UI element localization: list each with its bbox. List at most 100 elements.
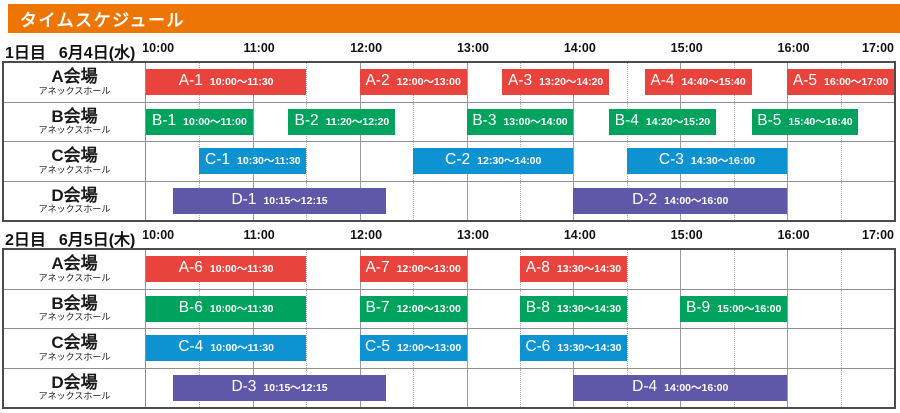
day-header: 1日目 6月4日(水) 10:00 11:00 12:00 13:00 14:00 15:00… <box>0 38 900 62</box>
venue-name: B会場 <box>51 293 98 313</box>
hour-gridline <box>466 329 468 368</box>
time-tick-label: 17:00 <box>862 41 894 55</box>
venue-subtitle: アネックスホール <box>38 351 111 362</box>
venue-name: A会場 <box>51 67 98 87</box>
time-tick-label: 12:00 <box>350 41 383 55</box>
session-block: B-8 13:30～14:30 <box>520 295 627 322</box>
session-block: D-4 14:00～16:00 <box>573 374 788 401</box>
venue-cell: B会場 アネックスホール <box>4 102 146 141</box>
session-block: A-7 12:00～13:00 <box>359 256 467 282</box>
venue-name: D会場 <box>51 372 98 392</box>
session-block: D-3 10:15～12:15 <box>172 374 387 401</box>
session-time: 15:40～16:40 <box>788 115 853 128</box>
session-block: B-9 15:00～16:00 <box>680 295 788 322</box>
session-code: A-2 <box>365 72 390 89</box>
session-code: B-6 <box>178 298 203 316</box>
session-block: B-1 10:00～11:00 <box>146 108 253 135</box>
half-hour-gridline <box>840 142 842 181</box>
hour-gridline <box>787 368 789 407</box>
session-code: C-4 <box>178 338 204 355</box>
session-code: B-1 <box>152 111 177 129</box>
half-hour-gridline <box>733 102 735 141</box>
venue-name: C会場 <box>51 333 98 353</box>
hour-gridline <box>466 250 468 289</box>
venue-cell: A会場 アネックスホール <box>4 63 146 102</box>
session-time: 13:30～14:30 <box>556 263 622 275</box>
half-hour-gridline <box>840 289 842 328</box>
timeline-lane: C-1 10:30～11:30 C-2 12:30～14:00 C-3 14:30～16:… <box>146 142 894 181</box>
timeline-lane: B-1 10:00～11:00 B-2 11:20～12:20 B-3 13:00～14:… <box>146 102 894 141</box>
session-code: C-6 <box>525 338 551 355</box>
session-code: C-5 <box>365 338 390 355</box>
venue-name: A会場 <box>51 254 98 274</box>
session-time: 12:00～13:00 <box>396 76 461 88</box>
time-tick-label: 16:00 <box>777 228 810 242</box>
time-axis: 10:00 11:00 12:00 13:00 14:00 15:00 16:00 17:00 <box>142 228 894 246</box>
venue-subtitle: アネックスホール <box>38 312 111 323</box>
venue-subtitle: アネックスホール <box>38 204 111 215</box>
hour-gridline <box>787 250 789 289</box>
hour-gridline <box>787 181 789 220</box>
banner: タイムスケジュール <box>8 4 900 33</box>
venue-subtitle: アネックスホール <box>38 164 111 175</box>
session-block: C-4 10:00～11:30 <box>146 335 307 361</box>
session-block: A-6 10:00～11:30 <box>146 256 307 282</box>
session-time: 14:40～15:40 <box>681 76 746 88</box>
venue-cell: C会場 アネックスホール <box>4 329 146 368</box>
half-hour-gridline <box>626 289 628 328</box>
session-time: 12:30～14:00 <box>477 155 542 167</box>
session-time: 14:30～16:00 <box>690 155 756 167</box>
session-time: 15:00～16:00 <box>717 302 782 315</box>
session-block: A-2 12:00～13:00 <box>359 69 467 95</box>
session-block: B-6 10:00～11:30 <box>146 295 307 322</box>
venue-row: D会場 アネックスホール D-1 10:15～12:15 D-2 14:00～16:00 <box>4 180 894 220</box>
venue-name: B会場 <box>51 106 98 126</box>
session-time: 16:00～17:00 <box>824 76 889 88</box>
venue-subtitle: アネックスホール <box>38 85 111 96</box>
half-hour-gridline <box>840 368 842 407</box>
session-time: 10:15～12:15 <box>263 194 328 207</box>
time-tick-label: 14:00 <box>563 228 596 242</box>
session-time: 10:15～12:15 <box>263 381 328 394</box>
session-time: 13:20～14:20 <box>539 76 604 88</box>
session-code: B-7 <box>365 298 390 316</box>
hour-gridline <box>466 368 468 407</box>
day-label: 1日目 <box>5 45 46 62</box>
session-time: 12:00～13:00 <box>397 342 462 354</box>
session-block: C-2 12:30～14:00 <box>413 148 574 174</box>
half-hour-gridline <box>306 250 308 289</box>
session-block: B-7 12:00～13:00 <box>359 295 467 322</box>
hour-gridline <box>252 102 254 141</box>
venue-cell: D会場 アネックスホール <box>4 368 146 407</box>
session-time: 12:00～13:00 <box>396 263 461 275</box>
venue-name: D会場 <box>51 185 98 205</box>
session-block: A-1 10:00～11:30 <box>146 69 307 95</box>
session-time: 10:00～11:30 <box>209 76 274 88</box>
session-code: D-2 <box>632 190 658 208</box>
session-code: A-1 <box>178 72 203 89</box>
day-header: 2日目 6月5日(木) 10:00 11:00 12:00 13:00 14:00 15:00… <box>0 225 900 249</box>
half-hour-gridline <box>626 250 628 289</box>
half-hour-gridline <box>520 181 521 220</box>
half-hour-gridline <box>840 329 842 368</box>
time-axis: 10:00 11:00 12:00 13:00 14:00 15:00 16:00 17:00 <box>142 41 894 59</box>
date-label: 6月5日(木) <box>58 232 136 249</box>
session-time: 13:00～14:00 <box>503 115 568 128</box>
session-block: A-8 13:30～14:30 <box>520 256 627 282</box>
session-code: B-3 <box>472 111 497 129</box>
session-code: C-1 <box>205 151 231 168</box>
time-tick-label: 11:00 <box>243 228 275 242</box>
half-hour-gridline <box>626 63 628 102</box>
time-tick-label: 13:00 <box>456 41 489 55</box>
timeline-lane: D-1 10:15～12:15 D-2 14:00～16:00 <box>146 181 894 220</box>
session-time: 10:00～11:30 <box>209 302 274 315</box>
hour-gridline <box>680 329 682 368</box>
session-code: B-5 <box>757 111 782 129</box>
half-hour-gridline <box>413 102 415 141</box>
session-code: A-4 <box>650 72 675 89</box>
session-time: 14:00～16:00 <box>664 194 729 207</box>
schedule-table: A会場アネックスホール A-6 10:00～11:30 A-7 12:00～13:00 A… <box>2 248 896 409</box>
half-hour-gridline <box>840 250 842 289</box>
session-time: 13:30～14:30 <box>557 342 622 354</box>
session-time: 10:00～11:00 <box>183 115 247 128</box>
